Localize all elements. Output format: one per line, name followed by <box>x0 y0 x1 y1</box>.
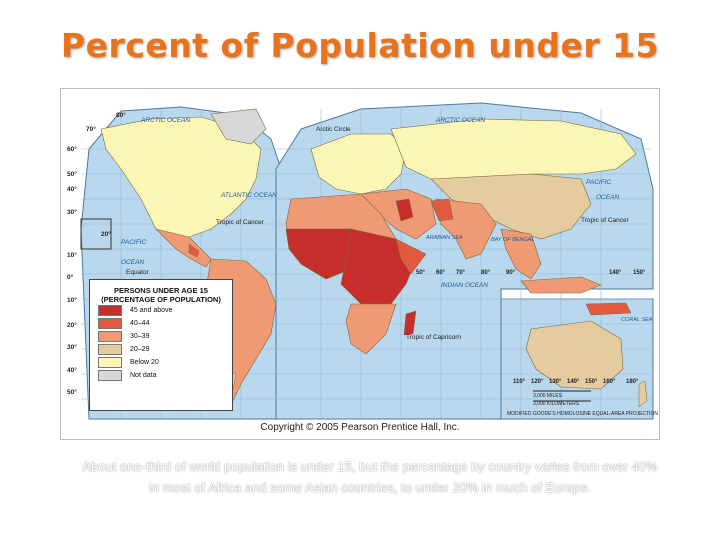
label-pacific-right-2: OCEAN <box>596 194 619 201</box>
legend-label: 20–29 <box>130 346 150 353</box>
lon-tick: 140° <box>609 270 622 276</box>
lon-tick: 60° <box>436 270 446 276</box>
legend-swatch <box>98 305 122 316</box>
lat-tick: 80° <box>116 111 126 119</box>
land-central-america-high <box>188 243 200 258</box>
lon-tick: 130° <box>549 379 562 385</box>
land-arabia-high <box>395 198 414 222</box>
lon-tick: 110° <box>513 379 526 385</box>
land-southeast-asia <box>500 228 542 280</box>
land-madagascar <box>403 310 417 336</box>
label-tropic-cancer-right: Tropic of Cancer <box>581 217 630 224</box>
caption: About one-third of world population is u… <box>82 459 658 495</box>
legend-label: 30–39 <box>130 333 150 340</box>
scale-bar <box>533 390 591 402</box>
land-horn-africa <box>395 238 427 275</box>
label-pacific-left: PACIFIC <box>121 239 146 246</box>
label-scale-km: 3,000 KILOMETERS <box>533 401 580 407</box>
label-scale-miles: 3,000 MILES <box>533 393 563 399</box>
lon-tick: 150° <box>633 270 646 276</box>
land-russia <box>390 118 637 180</box>
legend-swatch <box>98 331 122 342</box>
page-title: Percent of Population under 15 <box>60 26 660 65</box>
legend-swatch <box>98 370 122 381</box>
lon-tick: 80° <box>481 270 491 276</box>
legend-item: 30–39 <box>98 330 232 343</box>
label-tropic-cancer-left: Tropic of Cancer <box>216 219 265 226</box>
legend-label: 40–44 <box>130 320 150 327</box>
lat-tick: 50° <box>67 170 77 178</box>
land-europe <box>310 133 407 195</box>
lon-tick: 180° <box>626 379 639 385</box>
legend-item: 20–29 <box>98 343 232 356</box>
copyright-notice: Copyright © 2005 Pearson Prentice Hall, … <box>260 422 460 433</box>
hawaii-inset <box>80 218 112 250</box>
legend-item: Not data <box>98 369 232 382</box>
lat-tick: 30° <box>67 343 77 351</box>
land-new-zealand <box>638 380 648 408</box>
legend-label: Not data <box>130 372 157 379</box>
lat-tick: 10° <box>67 296 77 304</box>
label-atlantic-ocean: ATLANTIC OCEAN <box>220 192 277 199</box>
land-indonesia <box>520 276 602 294</box>
label-pacific-left-2: OCEAN <box>121 259 144 266</box>
lat-tick: 20° <box>101 230 111 238</box>
lat-tick: 50° <box>67 388 77 396</box>
label-projection: MODIFIED GOODE'S HOMOLOSINE EQUAL-AREA P… <box>507 411 658 417</box>
land-greenland <box>210 108 267 145</box>
lon-tick: 120° <box>531 379 544 385</box>
land-pakistan-afghanistan <box>430 198 454 222</box>
legend-swatch <box>98 357 122 368</box>
legend-label: Below 20 <box>130 359 159 366</box>
lat-tick: 40° <box>67 185 77 193</box>
lat-tick: 60° <box>67 145 77 153</box>
land-australia <box>525 320 624 390</box>
legend-item: 40–44 <box>98 317 232 330</box>
legend-item: Below 20 <box>98 356 232 369</box>
lon-tick: 150° <box>585 379 598 385</box>
label-bay-of-bengal: BAY OF BENGAL <box>491 237 534 243</box>
land-southern-africa <box>345 303 397 355</box>
lon-tick: 90° <box>506 270 516 276</box>
map-figure: ARCTIC OCEAN ARCTIC OCEAN ATLANTIC OCEAN… <box>60 88 660 440</box>
label-equator: Equator <box>126 269 150 276</box>
legend-swatch <box>98 344 122 355</box>
lat-tick: 0° <box>67 273 74 281</box>
lat-tick: 40° <box>67 366 77 374</box>
land-new-guinea <box>585 302 632 316</box>
lat-tick: 10° <box>67 251 77 259</box>
legend-swatch <box>98 318 122 329</box>
label-pacific-right: PACIFIC <box>586 179 611 186</box>
legend-title: PERSONS UNDER AGE 15 (PERCENTAGE OF POPU… <box>101 286 221 304</box>
label-arabian-sea: ARABIAN SEA <box>425 235 463 241</box>
label-arctic-ocean-left: ARCTIC OCEAN <box>140 117 190 124</box>
label-arctic-ocean-right: ARCTIC OCEAN <box>435 117 485 124</box>
land-central-america <box>155 228 212 268</box>
map-legend: PERSONS UNDER AGE 15 (PERCENTAGE OF POPU… <box>89 279 233 411</box>
label-coral-sea: CORAL SEA <box>621 317 653 323</box>
legend-label: 45 and above <box>130 307 173 314</box>
lat-tick: 70° <box>86 125 96 133</box>
lat-tick: 20° <box>67 321 77 329</box>
label-indian-ocean: INDIAN OCEAN <box>441 282 488 289</box>
lon-tick: 70° <box>456 270 466 276</box>
label-arctic-circle: Arctic Circle <box>316 126 351 133</box>
label-tropic-capricorn: Tropic of Capricorn <box>406 334 461 341</box>
lon-tick: 140° <box>567 379 580 385</box>
legend-item: 45 and above <box>98 304 232 317</box>
lon-tick: 50° <box>416 270 426 276</box>
lat-tick: 30° <box>67 208 77 216</box>
lon-tick: 160° <box>603 379 616 385</box>
